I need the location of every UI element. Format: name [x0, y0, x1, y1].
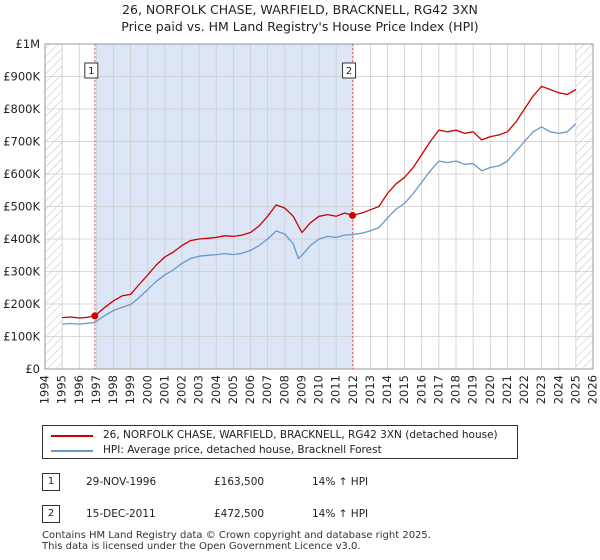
- y-tick-label: £800K: [3, 102, 40, 116]
- transaction-price: £163,500: [214, 476, 265, 488]
- footer-copyright: Contains HM Land Registry data © Crown c…: [42, 530, 431, 541]
- x-tick-label: 2007: [260, 375, 274, 404]
- x-tick-label: 2009: [294, 375, 308, 404]
- x-tick-label: 1996: [72, 375, 86, 404]
- legend-swatch-hpi: [51, 450, 93, 452]
- y-tick-label: £200K: [3, 297, 40, 311]
- transaction-date: 29-NOV-1996: [86, 476, 157, 488]
- x-tick-label: 2019: [466, 375, 480, 404]
- y-tick-label: £400K: [3, 232, 40, 246]
- x-tick-label: 1997: [89, 375, 103, 404]
- legend: 26, NORFOLK CHASE, WARFIELD, BRACKNELL, …: [42, 425, 518, 459]
- chart-subtitle: Price paid vs. HM Land Registry's House …: [121, 19, 478, 34]
- x-tick-label: 2002: [175, 375, 189, 404]
- x-tick-label: 1998: [106, 375, 120, 404]
- price-paid-line: [62, 85, 577, 319]
- chart-title: 26, NORFOLK CHASE, WARFIELD, BRACKNELL, …: [122, 2, 478, 17]
- footer-licence: This data is licensed under the Open Gov…: [42, 541, 361, 552]
- legend-label-hpi: HPI: Average price, detached house, Brac…: [103, 444, 382, 456]
- x-tick-label: 1995: [55, 375, 69, 404]
- x-tick-label: 2014: [380, 375, 394, 404]
- transaction-hpi-diff: 14% ↑ HPI: [312, 508, 369, 520]
- transaction-date: 15-DEC-2011: [86, 508, 156, 520]
- x-tick-label: 2018: [449, 375, 463, 404]
- legend-swatch-price-paid: [51, 435, 93, 437]
- y-tick-label: £700K: [3, 135, 40, 149]
- x-tick-label: 2010: [312, 375, 326, 404]
- x-tick-label: 2013: [363, 375, 377, 404]
- y-tick-label: £100K: [3, 330, 40, 344]
- x-tick-label: 2020: [483, 375, 497, 404]
- footer-attribution: Contains HM Land Registry data © Crown c…: [42, 530, 431, 552]
- transaction-number-badge: 1: [42, 473, 60, 491]
- hpi-line: [62, 123, 577, 325]
- sale-marker-label: 1: [88, 66, 94, 77]
- x-tick-label: 2016: [414, 375, 428, 404]
- x-tick-label: 2012: [346, 375, 360, 404]
- plot-border: [44, 43, 594, 370]
- x-tick-label: 1999: [123, 375, 137, 404]
- x-tick-label: 2017: [431, 375, 445, 404]
- x-tick-label: 2003: [192, 375, 206, 404]
- y-tick-label: £900K: [3, 70, 40, 84]
- transaction-number-badge: 2: [42, 505, 60, 523]
- transaction-hpi-diff: 14% ↑ HPI: [312, 476, 369, 488]
- x-tick-label: 2005: [226, 375, 240, 404]
- x-tick-label: 2001: [157, 375, 171, 404]
- sale-marker-badge: 2: [342, 62, 357, 79]
- y-tick-label: £500K: [3, 200, 40, 214]
- sale-point: [91, 312, 99, 320]
- x-tick-label: 2015: [397, 375, 411, 404]
- sale-marker-badge: 1: [84, 62, 99, 79]
- transaction-price: £472,500: [214, 508, 265, 520]
- sale-marker-box: [84, 62, 99, 79]
- y-tick-label: £0: [25, 362, 40, 376]
- x-tick-label: 2023: [534, 375, 548, 404]
- x-tick-label: 2006: [243, 375, 257, 404]
- y-tick-label: £1M: [15, 37, 40, 51]
- legend-label-price-paid: 26, NORFOLK CHASE, WARFIELD, BRACKNELL, …: [103, 429, 498, 441]
- sale-point: [349, 211, 357, 219]
- x-tick-label: 2025: [568, 375, 582, 404]
- x-tick-label: 2026: [586, 375, 600, 404]
- y-tick-label: £300K: [3, 265, 40, 279]
- x-tick-label: 2024: [551, 375, 565, 404]
- sale-marker-label: 2: [346, 66, 352, 77]
- x-tick-label: 2022: [517, 375, 531, 404]
- x-tick-label: 1994: [38, 375, 52, 404]
- x-tick-label: 2008: [277, 375, 291, 404]
- x-tick-label: 2021: [500, 375, 514, 404]
- x-tick-label: 2000: [140, 375, 154, 404]
- x-tick-label: 2004: [209, 375, 223, 404]
- x-tick-label: 2011: [329, 375, 343, 404]
- price-chart: 26, NORFOLK CHASE, WARFIELD, BRACKNELL, …: [3, 2, 600, 404]
- y-tick-label: £600K: [3, 167, 40, 181]
- sale-marker-box: [342, 62, 357, 79]
